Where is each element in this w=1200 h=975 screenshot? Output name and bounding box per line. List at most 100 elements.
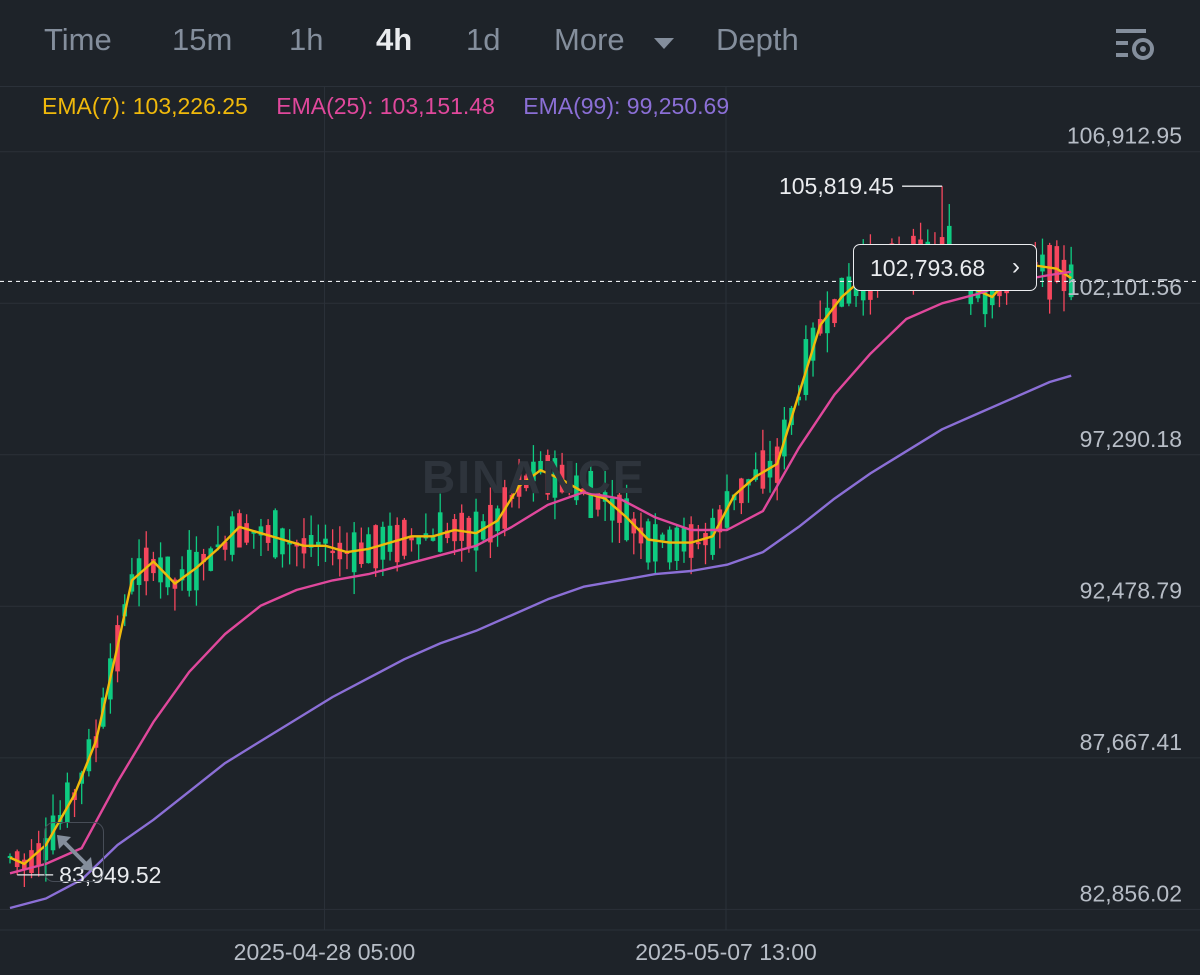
candle-body [7,855,13,859]
candle-body [29,850,34,874]
current-price-value: 102,793.68 [870,255,986,281]
candle-body [323,538,328,544]
ema-legend: EMA(7): 103,226.25 EMA(25): 103,151.48 E… [42,93,751,120]
candle-body [36,843,41,866]
chevron-right-icon: › [1012,253,1020,280]
chart-settings-icon[interactable] [1114,24,1158,64]
candle-body [330,550,335,554]
min-price-label: 83,949.52 [59,862,161,888]
candle-body [803,339,809,395]
candle-body [531,461,536,482]
candle-body [86,739,92,772]
chevron-down-icon[interactable] [654,38,674,49]
candle-body [1047,244,1052,300]
candle-body [380,526,386,560]
candle-body [14,851,20,868]
candle-body [516,470,522,497]
interval-toolbar: Time 15m 1h 4h 1d More Depth [0,0,1200,87]
candle-body [65,782,70,823]
binance-watermark: BINANCE [422,451,646,503]
candle-body [674,527,680,561]
candle-body [244,523,249,543]
candle-body [1068,264,1074,298]
candle-body [416,537,421,545]
candle-body [581,488,586,494]
candle-body [194,551,199,591]
candle-body [1040,254,1045,272]
y-tick-label: 106,912.95 [1067,123,1182,149]
candle-body [437,512,443,552]
candle-body [825,307,830,334]
expand-button[interactable] [44,822,104,882]
candle-body [566,485,572,489]
candle-body [308,535,314,548]
candle-body [258,526,264,536]
tab-more[interactable]: More [554,22,625,57]
candle-body [538,460,543,473]
candle-body [645,521,651,563]
candle-body [237,513,242,548]
tab-4h[interactable]: 4h [376,22,413,57]
candle-body [552,458,558,498]
candle-body [839,277,845,307]
y-tick-label: 92,478.79 [1080,577,1182,603]
expand-arrows-icon [57,835,93,871]
candle-body [387,525,393,552]
candle-body [143,547,149,582]
candle-body [1061,259,1067,292]
candle-body [459,512,465,541]
tab-1h[interactable]: 1h [289,22,324,57]
candle-body [136,558,142,585]
current-price-tag[interactable]: 102,793.68 › [853,244,1037,291]
candle-body [681,527,687,552]
candle-body [272,510,278,558]
ema7-label: EMA(7): 103,226.25 [42,93,248,119]
ema25-label: EMA(25): 103,151.48 [276,93,495,119]
candle-body [430,537,436,541]
y-tick-label: 82,856.02 [1080,880,1182,906]
candle-body [265,525,271,543]
candle-body [280,528,285,555]
candle-body [208,548,214,571]
candle-body [445,530,450,539]
tab-time[interactable]: Time [44,22,112,57]
tab-15m[interactable]: 15m [172,22,233,57]
candle-body [624,498,629,541]
x-tick-label: 2025-04-28 05:00 [234,939,416,965]
candle-body [251,531,257,534]
candle-body [653,524,658,562]
candle-body [667,529,672,563]
tab-depth[interactable]: Depth [716,22,799,57]
y-tick-label: 87,667.41 [1080,729,1182,755]
candle-body [473,511,479,551]
candle-body [660,534,665,541]
candle-body [609,498,615,521]
candle-body [760,450,766,489]
candle-body [409,537,414,541]
candle-body [316,541,321,546]
candle-body [688,524,694,558]
candle-body [165,556,171,588]
candle-body [545,455,551,495]
candle-body [359,542,364,565]
candle-body [351,532,357,573]
candle-body [179,569,185,581]
candle-body [201,553,206,563]
candle-body [832,299,837,324]
candle-body [810,327,816,361]
ema-line-25 [9,270,1072,875]
candle-body [186,549,192,591]
tab-1d[interactable]: 1d [466,22,501,57]
candle-body [739,478,744,504]
candle-body [982,279,988,315]
ema-line-99 [9,374,1072,910]
max-price-label: 105,819.45 [779,173,894,199]
candle-body [696,542,701,545]
y-tick-label: 102,101.56 [1067,274,1182,300]
candle-body [222,541,228,550]
y-tick-label: 97,290.18 [1080,426,1182,452]
x-tick-label: 2025-05-07 13:00 [635,939,817,965]
ema99-label: EMA(99): 99,250.69 [523,93,730,119]
candle-body [617,494,622,523]
candle-body [394,524,400,563]
